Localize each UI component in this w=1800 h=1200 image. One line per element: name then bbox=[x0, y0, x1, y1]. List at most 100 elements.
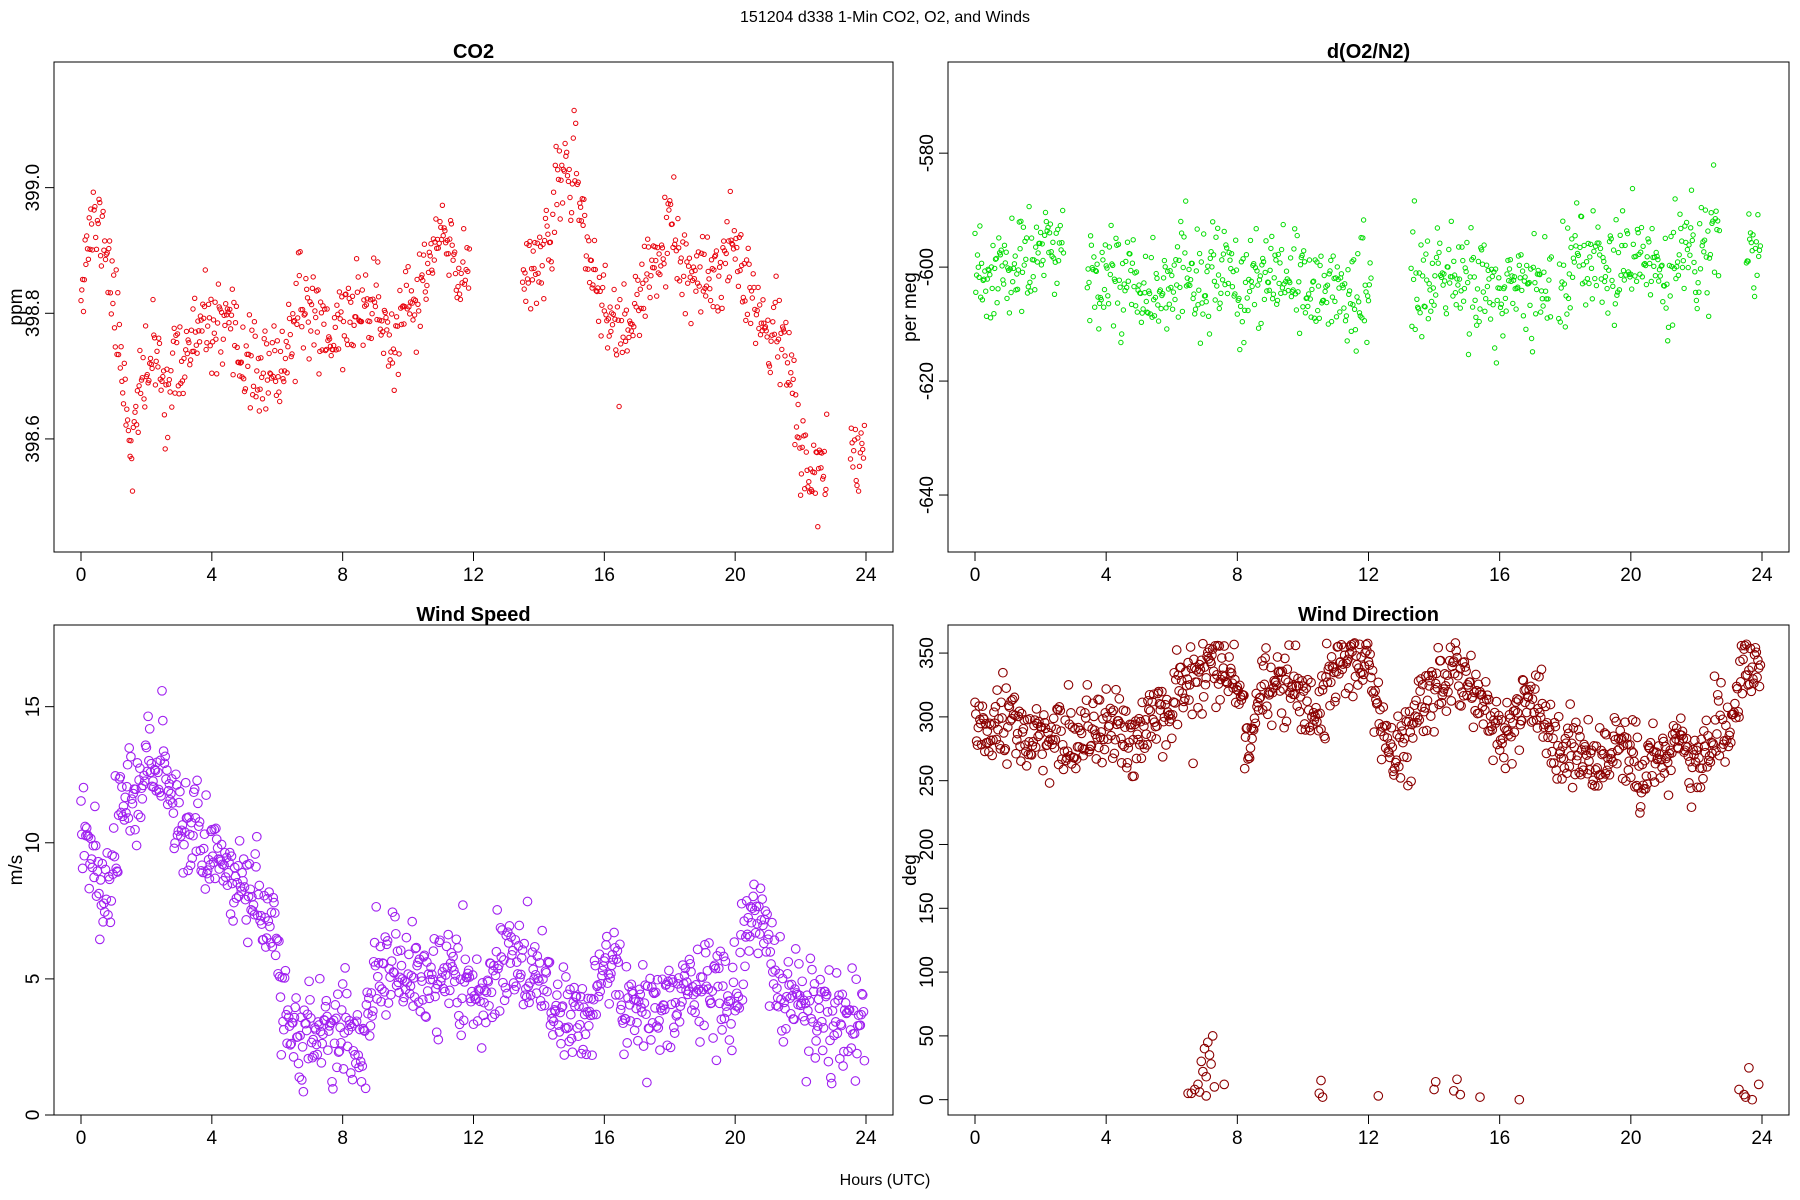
data-point bbox=[1355, 251, 1361, 257]
data-point bbox=[991, 734, 1002, 745]
data-point bbox=[609, 927, 619, 938]
data-point bbox=[1105, 293, 1111, 299]
data-point bbox=[1230, 674, 1240, 685]
data-point bbox=[1588, 265, 1595, 271]
data-point bbox=[415, 301, 421, 307]
data-point bbox=[109, 258, 115, 264]
data-point bbox=[1561, 738, 1571, 749]
data-point bbox=[1297, 262, 1304, 268]
data-point bbox=[1652, 273, 1659, 279]
data-point bbox=[1464, 239, 1470, 246]
data-point bbox=[1162, 264, 1168, 270]
data-point bbox=[491, 946, 502, 957]
data-point bbox=[529, 941, 540, 952]
data-point bbox=[1629, 756, 1639, 767]
data-point bbox=[98, 916, 108, 927]
data-point bbox=[1471, 669, 1481, 680]
data-point bbox=[773, 273, 779, 279]
data-point bbox=[395, 972, 405, 983]
data-point bbox=[817, 1045, 828, 1056]
data-point bbox=[130, 784, 141, 795]
data-point bbox=[307, 299, 313, 305]
data-point bbox=[1147, 696, 1157, 707]
data-point bbox=[681, 273, 687, 279]
data-point bbox=[205, 860, 216, 870]
data-point bbox=[769, 332, 775, 338]
data-point bbox=[1171, 645, 1182, 655]
data-point bbox=[286, 1038, 297, 1049]
data-point bbox=[1639, 274, 1646, 280]
data-point bbox=[231, 299, 237, 306]
data-point bbox=[632, 1017, 642, 1028]
data-point bbox=[1325, 321, 1332, 327]
data-point bbox=[1039, 241, 1045, 247]
data-point bbox=[1753, 1079, 1764, 1090]
data-point bbox=[826, 1078, 837, 1089]
data-point bbox=[91, 207, 97, 213]
data-point bbox=[440, 970, 451, 980]
data-point bbox=[237, 360, 244, 366]
data-point bbox=[475, 996, 485, 1007]
data-point bbox=[1296, 330, 1303, 336]
data-point bbox=[646, 284, 652, 290]
data-point bbox=[1424, 238, 1431, 244]
data-point bbox=[1323, 284, 1329, 290]
data-point bbox=[1121, 281, 1127, 287]
data-point bbox=[148, 776, 158, 786]
data-point bbox=[637, 286, 643, 292]
data-point bbox=[78, 297, 84, 304]
data-point bbox=[1178, 230, 1185, 236]
data-point bbox=[1395, 773, 1406, 783]
data-point bbox=[1037, 229, 1044, 236]
data-point bbox=[102, 256, 109, 263]
data-point bbox=[1362, 638, 1373, 649]
data-point bbox=[1730, 698, 1740, 709]
data-point bbox=[369, 311, 375, 317]
data-point bbox=[1338, 271, 1345, 277]
data-point bbox=[1598, 276, 1605, 282]
data-point bbox=[1632, 732, 1643, 743]
data-point bbox=[1713, 208, 1719, 214]
data-point bbox=[1356, 299, 1362, 305]
data-point bbox=[1158, 305, 1164, 312]
data-point bbox=[337, 316, 343, 322]
data-point bbox=[1660, 299, 1666, 305]
data-point bbox=[199, 328, 205, 334]
data-point bbox=[234, 344, 240, 350]
data-point bbox=[1665, 324, 1672, 330]
data-point bbox=[478, 1010, 489, 1021]
data-point bbox=[1173, 257, 1179, 263]
data-point bbox=[1589, 296, 1596, 302]
data-point bbox=[1357, 667, 1367, 678]
data-point bbox=[147, 355, 154, 362]
data-point bbox=[98, 263, 105, 269]
data-point bbox=[803, 1005, 813, 1016]
data-point bbox=[132, 758, 143, 768]
data-point bbox=[1575, 252, 1582, 259]
data-point bbox=[421, 241, 428, 247]
data-point bbox=[106, 238, 113, 244]
data-point bbox=[1516, 716, 1527, 726]
y-tick-label: 10 bbox=[23, 832, 44, 853]
x-axis: 0 4 8 12 16 20 24 bbox=[76, 1114, 877, 1149]
data-point bbox=[630, 332, 636, 339]
data-point bbox=[210, 873, 220, 884]
data-point bbox=[1601, 729, 1612, 740]
data-point bbox=[376, 996, 386, 1007]
data-point bbox=[689, 1000, 700, 1010]
data-point bbox=[404, 949, 414, 960]
data-point bbox=[1268, 683, 1279, 693]
data-point bbox=[537, 925, 548, 936]
data-point bbox=[731, 228, 737, 234]
data-point bbox=[1248, 724, 1259, 735]
data-point bbox=[1011, 735, 1022, 745]
data-point bbox=[732, 256, 738, 262]
data-point bbox=[364, 296, 370, 302]
data-point bbox=[1647, 292, 1654, 298]
data-point bbox=[543, 207, 549, 214]
data-point bbox=[456, 291, 463, 297]
data-point bbox=[131, 419, 137, 425]
data-point bbox=[1188, 758, 1198, 769]
data-point bbox=[270, 950, 281, 961]
data-point bbox=[270, 373, 276, 380]
